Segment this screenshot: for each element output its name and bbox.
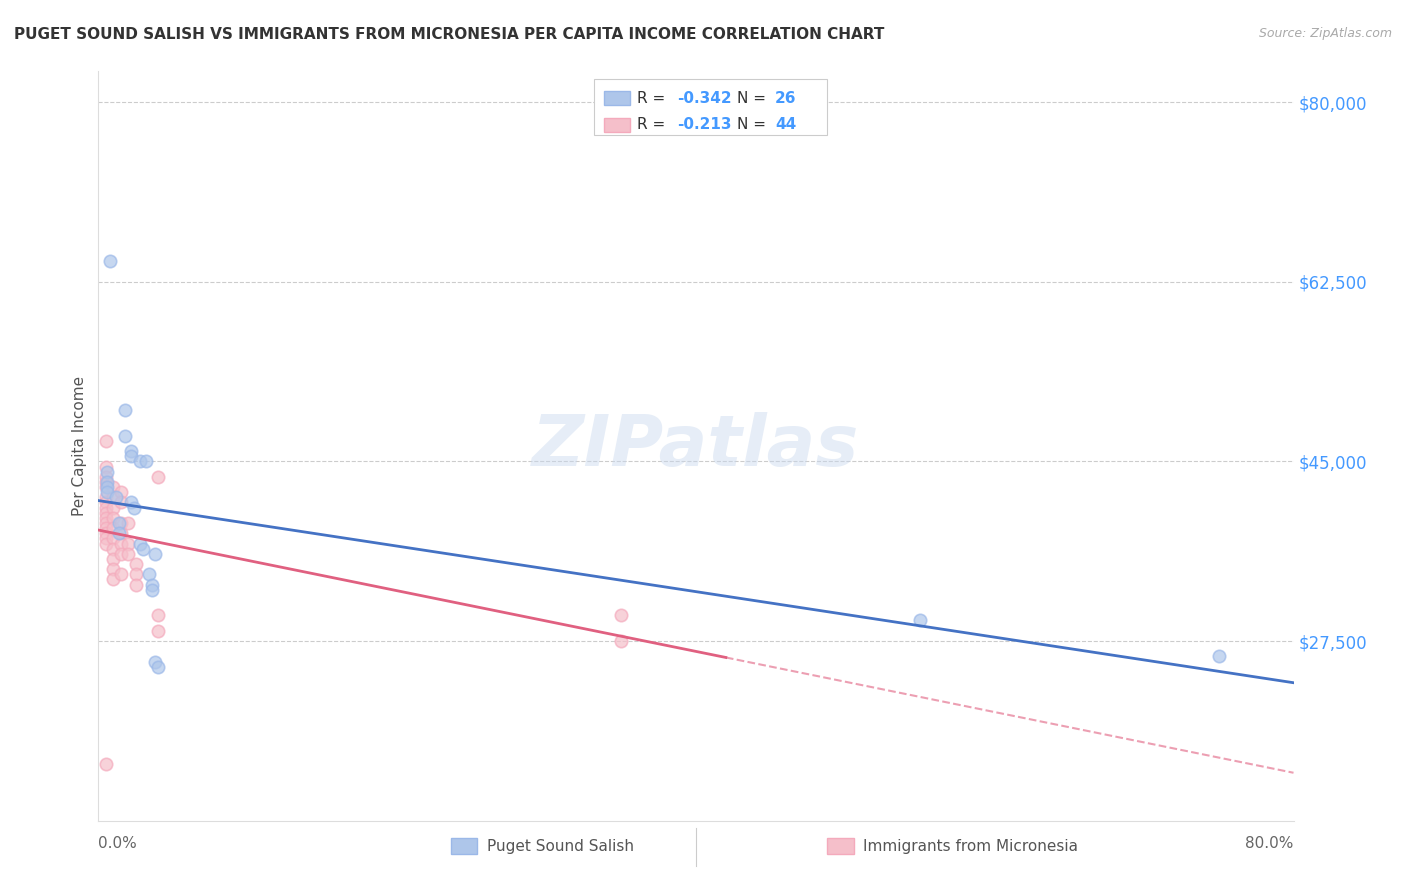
Point (94, 470, 117, 484)
Point (120, 444, 142, 458)
FancyBboxPatch shape (595, 78, 827, 135)
Point (110, 526, 132, 541)
Point (129, 536, 152, 550)
Text: ZIPatlas: ZIPatlas (533, 411, 859, 481)
Point (108, 526, 131, 541)
Point (108, 516, 131, 530)
Point (94, 516, 117, 530)
Point (105, 491, 128, 505)
Y-axis label: Per Capita Income: Per Capita Income (72, 376, 87, 516)
Point (94, 757, 117, 772)
Point (96, 465, 118, 479)
Point (94, 475, 117, 489)
Text: N =: N = (737, 91, 770, 106)
Point (114, 403, 136, 417)
Point (94, 532, 117, 546)
Text: Immigrants from Micronesia: Immigrants from Micronesia (863, 838, 1078, 854)
Point (94, 491, 117, 505)
Point (103, 532, 125, 546)
Point (117, 536, 139, 550)
Point (141, 577, 163, 591)
Point (110, 495, 132, 509)
Point (143, 547, 166, 561)
Point (94, 526, 117, 541)
Point (143, 655, 166, 669)
Text: 26: 26 (775, 91, 796, 106)
Point (1208, 649, 1230, 664)
Point (103, 541, 125, 556)
Point (125, 577, 148, 591)
Point (138, 567, 160, 582)
Point (103, 480, 125, 494)
Point (103, 521, 125, 535)
Point (98, 254, 122, 268)
Point (94, 536, 117, 550)
Point (110, 516, 132, 530)
Point (96, 475, 118, 489)
Point (110, 536, 132, 550)
Point (94, 521, 117, 535)
Point (124, 500, 146, 515)
Point (110, 547, 132, 561)
Point (94, 434, 117, 448)
FancyBboxPatch shape (605, 118, 630, 131)
Point (94, 480, 117, 494)
Text: N =: N = (737, 118, 770, 132)
Point (129, 454, 152, 468)
Point (148, 624, 170, 638)
Point (103, 573, 125, 587)
Text: R =: R = (637, 91, 671, 106)
FancyBboxPatch shape (827, 838, 853, 855)
Point (94, 506, 117, 520)
Text: Source: ZipAtlas.com: Source: ZipAtlas.com (1258, 27, 1392, 40)
Text: 80.0%: 80.0% (1246, 836, 1294, 851)
FancyBboxPatch shape (451, 838, 477, 855)
Point (110, 567, 132, 582)
Point (120, 495, 142, 509)
Text: -0.342: -0.342 (676, 91, 731, 106)
Point (94, 500, 117, 515)
Text: 44: 44 (775, 118, 796, 132)
Point (610, 634, 633, 648)
Point (125, 557, 148, 571)
Point (141, 582, 163, 597)
Point (114, 428, 136, 442)
FancyBboxPatch shape (605, 91, 630, 105)
Point (908, 614, 931, 628)
Point (120, 450, 142, 464)
Text: PUGET SOUND SALISH VS IMMIGRANTS FROM MICRONESIA PER CAPITA INCOME CORRELATION C: PUGET SOUND SALISH VS IMMIGRANTS FROM MI… (14, 27, 884, 42)
Point (135, 454, 157, 468)
Point (148, 659, 170, 673)
Point (94, 511, 117, 525)
Point (103, 500, 125, 515)
Point (96, 480, 118, 494)
Point (94, 459, 117, 474)
Point (110, 485, 132, 500)
Point (117, 516, 139, 530)
Point (96, 485, 118, 500)
Point (610, 608, 633, 623)
Point (103, 552, 125, 566)
Point (148, 608, 170, 623)
Text: R =: R = (637, 118, 671, 132)
Text: -0.213: -0.213 (676, 118, 731, 132)
Point (117, 547, 139, 561)
Point (132, 541, 155, 556)
Point (103, 562, 125, 576)
Point (103, 511, 125, 525)
Point (103, 491, 125, 505)
Point (125, 567, 148, 582)
Point (94, 495, 117, 509)
Point (148, 470, 170, 484)
Text: 0.0%: 0.0% (98, 836, 138, 851)
Text: Puget Sound Salish: Puget Sound Salish (486, 838, 634, 854)
